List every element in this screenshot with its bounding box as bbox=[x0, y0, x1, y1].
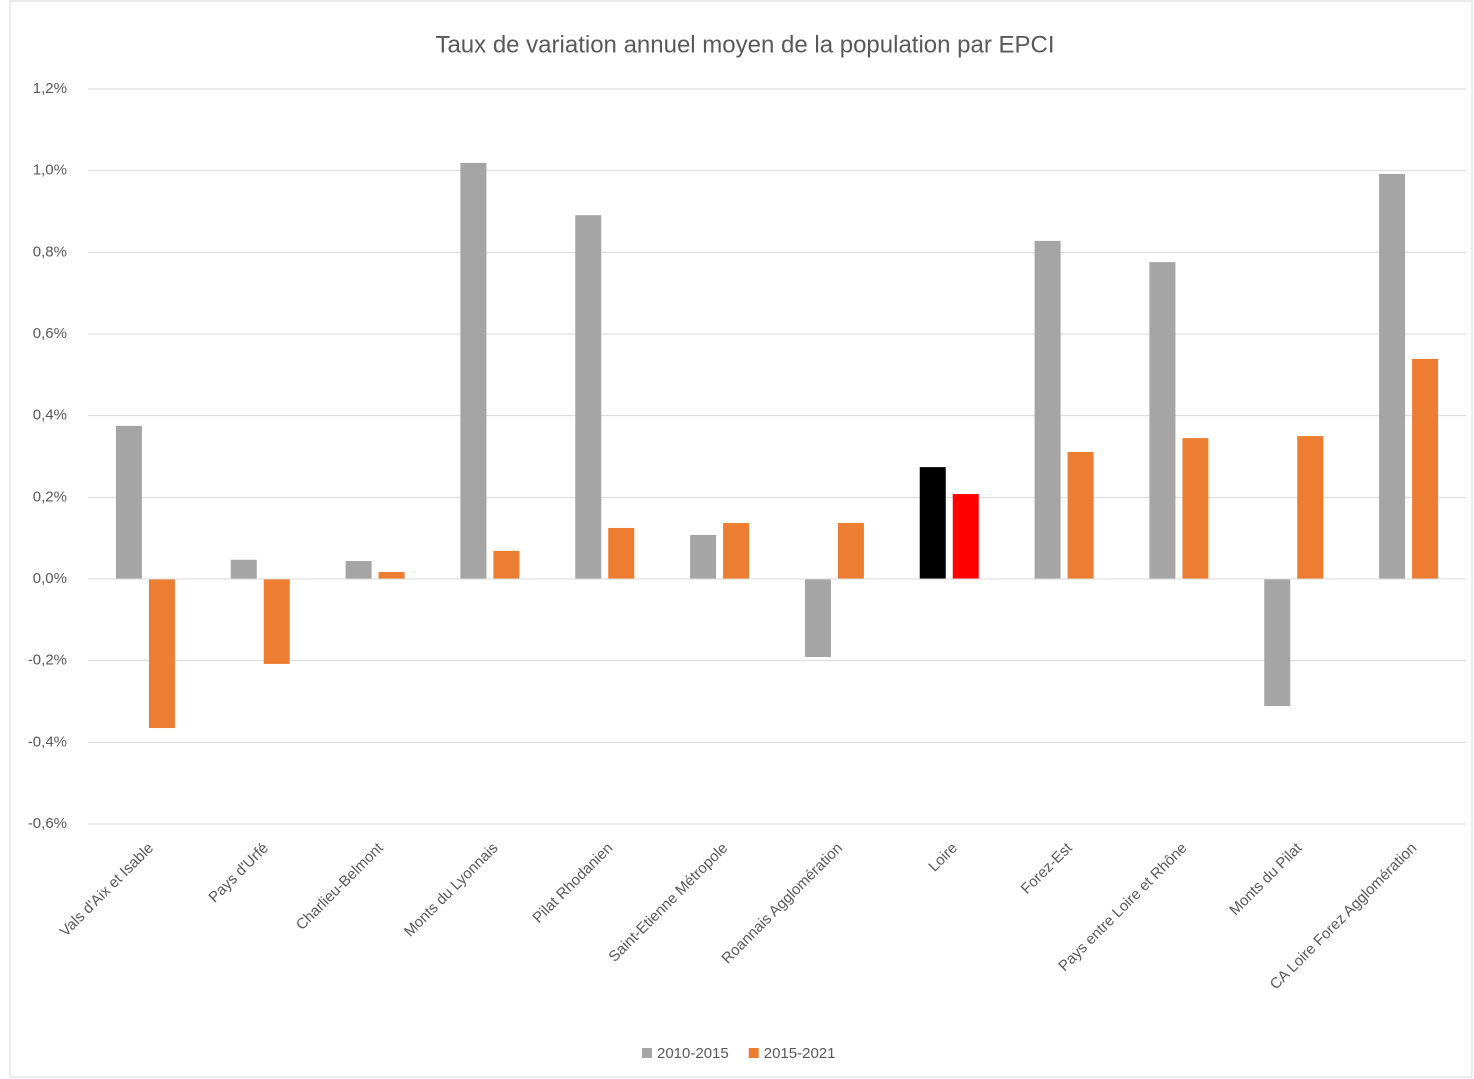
bar bbox=[263, 579, 290, 664]
chart-title: Taux de variation annuel moyen de la pop… bbox=[435, 31, 1054, 58]
bar bbox=[952, 494, 979, 579]
y-tick-label: -0,2% bbox=[28, 652, 67, 669]
legend-marker bbox=[748, 1048, 759, 1058]
y-tick-label: 0,0% bbox=[33, 570, 67, 587]
bar bbox=[1034, 240, 1061, 579]
y-tick-label: 0,6% bbox=[33, 325, 67, 342]
bar bbox=[690, 534, 717, 579]
y-tick-label: 1,0% bbox=[33, 162, 67, 179]
bar bbox=[230, 559, 257, 579]
bar bbox=[608, 527, 635, 579]
bar bbox=[919, 467, 946, 579]
y-tick-label: -0,6% bbox=[28, 815, 67, 832]
bar bbox=[493, 550, 520, 579]
bar bbox=[115, 425, 142, 579]
y-tick-label: 1,2% bbox=[33, 80, 67, 97]
legend-label: 2010-2015 bbox=[657, 1045, 729, 1062]
y-tick-label: 0,2% bbox=[33, 488, 67, 505]
bar bbox=[345, 561, 372, 579]
bar bbox=[378, 572, 405, 579]
y-tick-label: 0,8% bbox=[33, 243, 67, 260]
bar bbox=[837, 523, 864, 579]
y-tick-label: -0,4% bbox=[28, 733, 67, 750]
bar bbox=[1067, 452, 1094, 579]
bar bbox=[1297, 436, 1324, 579]
y-tick-label: 0,4% bbox=[33, 407, 67, 424]
legend-label: 2015-2021 bbox=[764, 1045, 836, 1062]
legend-marker bbox=[642, 1048, 652, 1058]
bar bbox=[1149, 262, 1176, 579]
bar bbox=[1412, 358, 1439, 579]
bar bbox=[1379, 173, 1406, 579]
bar bbox=[575, 215, 602, 580]
bar bbox=[460, 162, 487, 580]
bar bbox=[148, 579, 175, 729]
bar bbox=[1182, 438, 1209, 579]
bar bbox=[723, 523, 750, 579]
bar bbox=[804, 579, 831, 657]
bar bbox=[1264, 579, 1291, 706]
